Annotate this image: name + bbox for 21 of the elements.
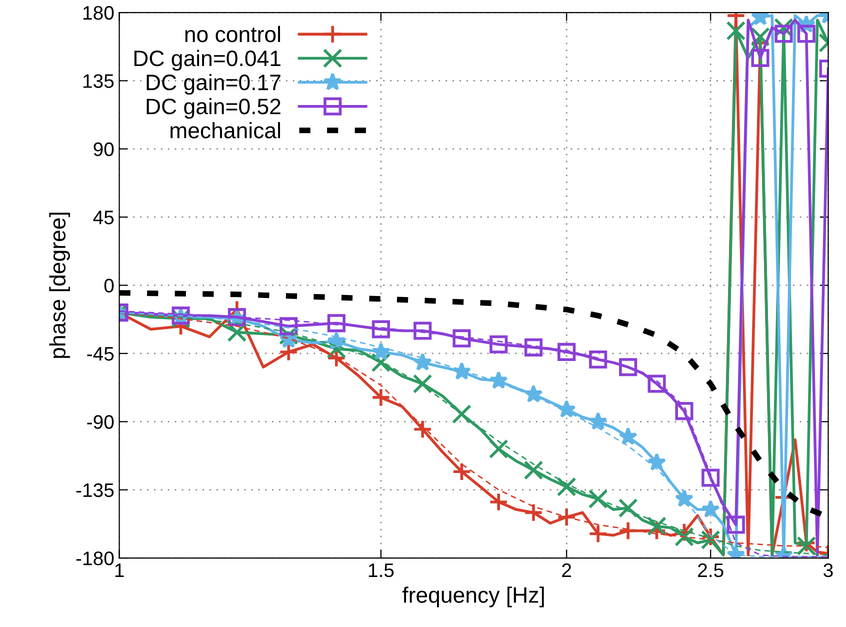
- x-tick-label: 2: [562, 563, 572, 577]
- y-tick-label: -180: [76, 552, 114, 566]
- y-tick-label: 135: [83, 74, 114, 88]
- legend-label: DC gain=0.52: [146, 98, 280, 119]
- legend-label: DC gain=0.041: [134, 50, 280, 71]
- y-tick-label: 180: [83, 6, 114, 20]
- y-axis-title: phase [degree]: [49, 212, 70, 358]
- x-tick-label: 1: [115, 564, 124, 577]
- y-tick-label: 90: [94, 142, 114, 156]
- legend-label: DC gain=0.17: [146, 74, 280, 95]
- legend-label: no control: [185, 26, 280, 42]
- y-tick-label: -45: [87, 347, 114, 361]
- y-tick-label: 0: [104, 278, 114, 293]
- x-tick-label: 2.5: [698, 563, 724, 578]
- x-axis-title: frequency [Hz]: [402, 586, 544, 608]
- x-tick-label: 3: [824, 563, 833, 578]
- legend-label: mechanical: [170, 122, 280, 138]
- y-tick-label: 45: [93, 210, 114, 224]
- x-tick-label: 1.5: [368, 564, 394, 578]
- y-tick-label: -135: [76, 483, 114, 498]
- y-tick-label: -90: [87, 415, 114, 429]
